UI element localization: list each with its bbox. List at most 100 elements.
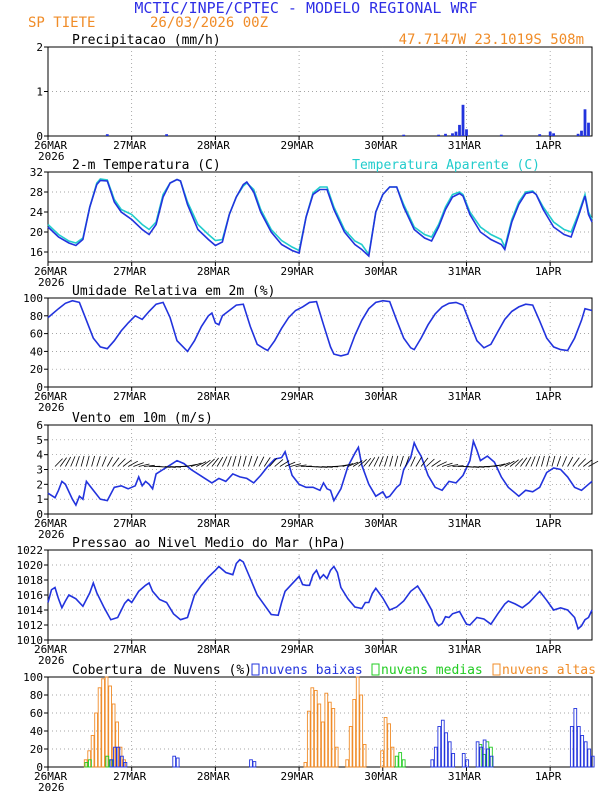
rh-year-label: 2026 <box>38 401 65 414</box>
wind-xtick-label: 31MAR <box>448 517 481 530</box>
wind-ytick-label: 4 <box>36 449 43 462</box>
precip-xtick-label: 30MAR <box>364 139 397 152</box>
wind-arrow <box>122 459 132 467</box>
wind-arrow <box>588 460 599 467</box>
wind-arrow <box>284 461 296 467</box>
clouds-bar-blue <box>573 708 578 768</box>
clouds-xtick-label: 29MAR <box>281 770 314 783</box>
precip-ytick-label: 2 <box>36 41 43 54</box>
precip-bar <box>437 134 440 136</box>
temp-ytick-label: 20 <box>30 226 43 239</box>
wind-year-label: 2026 <box>38 528 65 541</box>
wind-xtick-label: 28MAR <box>197 517 230 530</box>
pressure-xtick-label: 29MAR <box>281 643 314 656</box>
temp-ytick-label: 28 <box>30 186 43 199</box>
temp-ytick-label: 16 <box>30 246 43 259</box>
wind-arrow <box>274 459 284 467</box>
clouds-bar-blue <box>580 735 585 768</box>
rh-frame <box>47 297 593 388</box>
precip-ytick-label: 0 <box>36 130 43 143</box>
wind-arrow <box>295 464 307 467</box>
clouds-bar-orange <box>310 687 315 768</box>
clouds-bar-blue <box>576 726 581 768</box>
clouds-bar-blue <box>447 741 452 768</box>
precip-bar <box>538 134 542 136</box>
precip-title: Precipitacao (mm/h) <box>72 33 221 48</box>
precip-bar <box>165 134 168 136</box>
clouds-year-label: 2026 <box>38 781 65 792</box>
rh-xtick-label: 31MAR <box>448 390 481 403</box>
clouds-bar-green <box>84 762 89 768</box>
wind-arrow <box>368 457 376 467</box>
clouds-bar-blue <box>444 732 449 768</box>
clouds-bar-blue <box>569 726 574 768</box>
clouds-bar-orange <box>94 712 98 768</box>
clouds-bar-blue <box>249 759 253 768</box>
wind-arrow <box>290 463 302 467</box>
clouds-bar-orange <box>390 746 395 768</box>
clouds-legend-label-blue: nuvens baixas <box>261 663 363 678</box>
pressure-ytick-label: 1016 <box>17 589 44 602</box>
precip-xtick-label: 27MAR <box>113 139 146 152</box>
wind-arrow <box>70 456 76 467</box>
clouds-bar-orange <box>101 678 105 768</box>
wind-arrow <box>583 459 593 467</box>
precip-xtick-label: 28MAR <box>197 139 230 152</box>
clouds-ytick-label: 0 <box>36 761 43 774</box>
wind-arrow <box>556 455 562 467</box>
rh-ytick-label: 80 <box>30 310 43 323</box>
pressure-xtick-label: 1APR <box>535 643 562 656</box>
wind-arrow <box>227 456 232 467</box>
wind-arrow <box>378 456 384 467</box>
location-label: SP TIETE <box>28 15 95 31</box>
wind-arrow <box>373 456 380 467</box>
temp-frame <box>47 171 593 263</box>
wind-arrow <box>447 464 459 467</box>
pressure-title: Pressao ao Nivel Medio do Mar (hPa) <box>72 536 346 551</box>
wind-arrow <box>59 457 67 467</box>
pressure-ytick-label: 1022 <box>17 544 44 557</box>
wind-title: Vento em 10m (m/s) <box>72 411 213 426</box>
clouds-bar-orange <box>383 717 388 768</box>
coordinates-label: 47.7147W 23.1019S 508m <box>399 32 584 48</box>
wind-arrow <box>96 455 101 467</box>
pressure-xtick-label: 30MAR <box>364 643 397 656</box>
wind-arrow <box>389 455 394 467</box>
temp-xtick-label: 27MAR <box>113 265 146 278</box>
clouds-legend-swatch-green <box>371 663 380 676</box>
clouds-bar-orange <box>327 701 332 768</box>
clouds-xtick-label: 1APR <box>535 770 562 783</box>
temp-xtick-label: 30MAR <box>364 265 397 278</box>
wind-arrow <box>572 457 580 467</box>
wind-arrow <box>190 462 202 467</box>
temp-xtick-label: 26MAR <box>34 265 67 278</box>
clouds-bar-blue <box>172 755 177 768</box>
temp-year-label: 2026 <box>38 276 65 289</box>
precip-xtick-label: 29MAR <box>281 139 314 152</box>
clouds-bar-orange <box>345 759 350 768</box>
clouds-bar-blue <box>479 746 483 768</box>
pressure-series-blue-line <box>47 558 593 631</box>
clouds-bar-orange <box>108 685 112 768</box>
wind-arrow <box>75 455 80 467</box>
clouds-ytick-label: 100 <box>23 671 43 684</box>
rh-ytick-label: 60 <box>30 328 43 341</box>
wind-arrow <box>399 455 404 467</box>
wind-arrow <box>222 456 228 467</box>
clouds-bar-orange <box>90 735 95 768</box>
wind-arrow <box>530 456 536 467</box>
wind-arrow <box>248 455 253 467</box>
wind-ytick-label: 5 <box>36 434 43 447</box>
wind-ytick-label: 2 <box>36 478 43 491</box>
pressure-ytick-label: 1012 <box>17 619 44 632</box>
precip-bar <box>548 131 552 136</box>
clouds-ytick-label: 40 <box>30 725 43 738</box>
clouds-panel: 0 20 40 60 80 100 26MAR 27MAR 28MAR 29MAR 30MAR 31M… <box>23 663 596 792</box>
clouds-bar-orange <box>97 687 102 768</box>
precip-year-label: 2026 <box>38 150 65 163</box>
wind-arrow <box>206 458 215 467</box>
clouds-bar-orange <box>320 721 325 768</box>
clouds-bar-blue <box>461 753 466 768</box>
precip-bar <box>580 130 583 136</box>
